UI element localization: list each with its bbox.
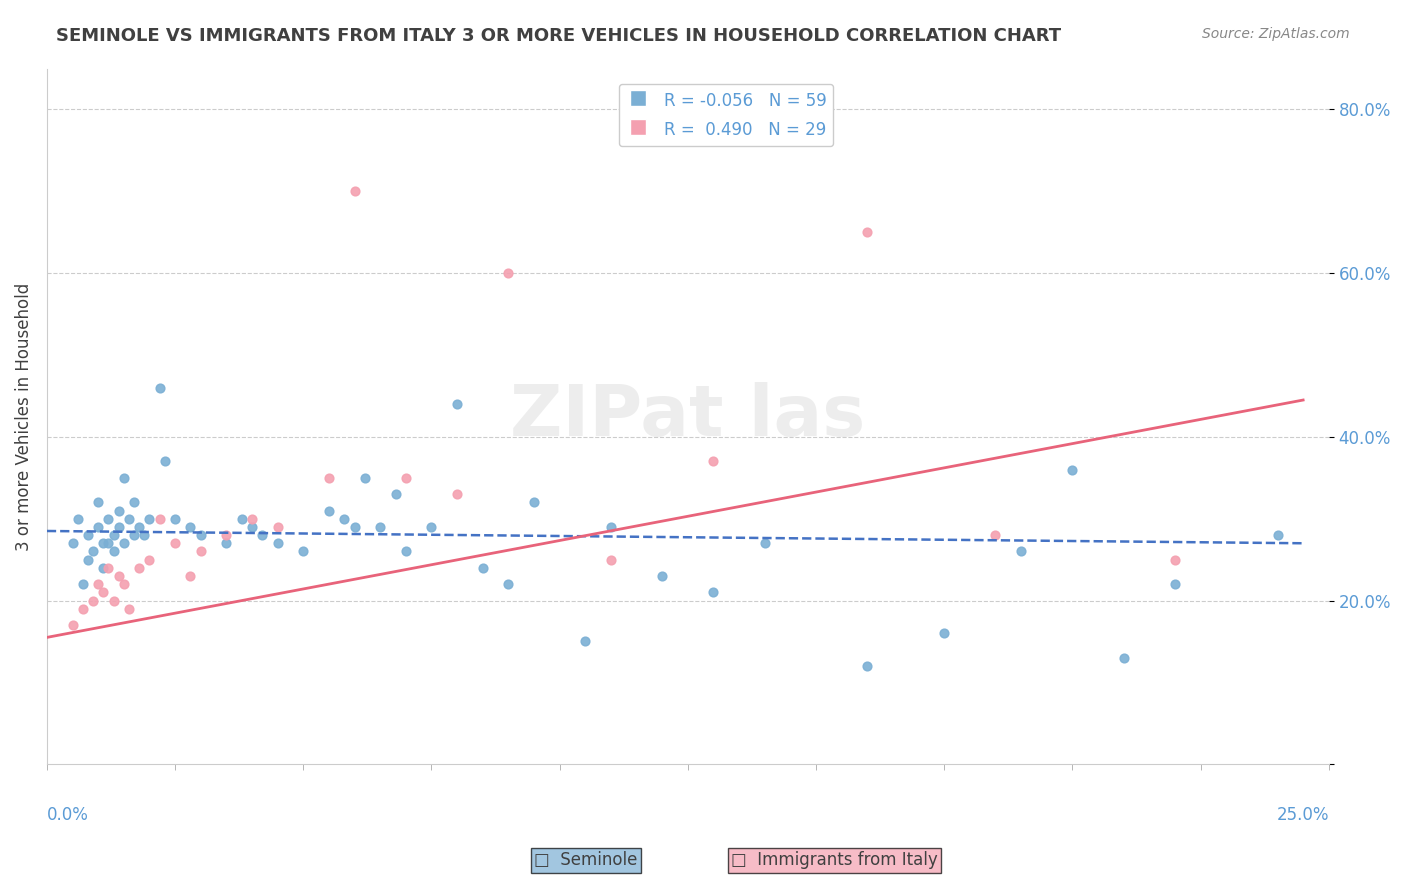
Point: [266, 536, 288, 550]
Point: [107, 520, 129, 534]
Point: [118, 512, 141, 526]
Point: [149, 512, 172, 526]
Point: [72, 601, 94, 615]
Point: [231, 512, 253, 526]
Point: [446, 487, 468, 501]
Point: [179, 569, 201, 583]
Point: [1062, 462, 1084, 476]
Point: [292, 544, 315, 558]
Point: [1112, 651, 1135, 665]
Point: [97, 536, 120, 550]
Point: [984, 528, 1007, 542]
Point: [138, 512, 160, 526]
Point: [353, 471, 375, 485]
Point: [523, 495, 546, 509]
Point: [134, 528, 156, 542]
Point: [498, 266, 520, 280]
Point: [138, 552, 160, 566]
Point: [395, 544, 418, 558]
Point: [240, 512, 263, 526]
Legend: R = -0.056   N = 59, R =  0.490   N = 29: R = -0.056 N = 59, R = 0.490 N = 29: [619, 84, 834, 146]
Point: [97, 561, 120, 575]
Text: □  Seminole: □ Seminole: [534, 851, 638, 869]
Point: [333, 512, 356, 526]
Point: [318, 503, 340, 517]
Point: [1010, 544, 1032, 558]
Text: Source: ZipAtlas.com: Source: ZipAtlas.com: [1202, 27, 1350, 41]
Text: ZIPat las: ZIPat las: [510, 382, 866, 450]
Point: [149, 381, 172, 395]
Point: [420, 520, 443, 534]
Point: [343, 184, 366, 198]
Point: [190, 544, 212, 558]
Point: [103, 544, 125, 558]
Point: [702, 585, 724, 599]
Point: [600, 552, 623, 566]
Point: [66, 512, 89, 526]
Point: [112, 471, 135, 485]
Point: [91, 536, 114, 550]
Point: [856, 225, 879, 239]
Point: [112, 536, 135, 550]
Point: [62, 618, 84, 632]
Point: [122, 495, 145, 509]
Point: [107, 569, 129, 583]
Point: [179, 520, 201, 534]
Point: [384, 487, 406, 501]
Point: [498, 577, 520, 591]
Point: [82, 544, 104, 558]
Point: [72, 577, 94, 591]
Point: [112, 577, 135, 591]
Point: [215, 528, 238, 542]
Point: [77, 528, 100, 542]
Point: [754, 536, 776, 550]
Point: [343, 520, 366, 534]
Point: [318, 471, 340, 485]
Point: [128, 561, 150, 575]
Point: [153, 454, 176, 468]
Point: [87, 577, 110, 591]
Point: [368, 520, 391, 534]
Point: [103, 593, 125, 607]
Point: [190, 528, 212, 542]
Point: [215, 536, 238, 550]
Point: [266, 520, 288, 534]
Point: [702, 454, 724, 468]
Point: [91, 561, 114, 575]
Point: [122, 528, 145, 542]
Text: □  Immigrants from Italy: □ Immigrants from Italy: [731, 851, 938, 869]
Point: [600, 520, 623, 534]
Point: [252, 528, 274, 542]
Point: [574, 634, 596, 648]
Point: [1164, 552, 1187, 566]
Point: [118, 601, 141, 615]
Point: [395, 471, 418, 485]
Point: [103, 528, 125, 542]
Point: [62, 536, 84, 550]
Point: [1267, 528, 1289, 542]
Point: [128, 520, 150, 534]
Point: [91, 585, 114, 599]
Point: [107, 503, 129, 517]
Point: [934, 626, 956, 640]
Point: [240, 520, 263, 534]
Point: [87, 495, 110, 509]
Point: [651, 569, 673, 583]
Point: [471, 561, 494, 575]
Point: [97, 512, 120, 526]
Point: [446, 397, 468, 411]
Point: [82, 593, 104, 607]
Point: [165, 512, 187, 526]
Text: 0.0%: 0.0%: [46, 806, 89, 824]
Point: [165, 536, 187, 550]
Point: [87, 520, 110, 534]
Point: [77, 552, 100, 566]
Text: 25.0%: 25.0%: [1277, 806, 1329, 824]
Y-axis label: 3 or more Vehicles in Household: 3 or more Vehicles in Household: [15, 282, 32, 550]
Text: SEMINOLE VS IMMIGRANTS FROM ITALY 3 OR MORE VEHICLES IN HOUSEHOLD CORRELATION CH: SEMINOLE VS IMMIGRANTS FROM ITALY 3 OR M…: [56, 27, 1062, 45]
Point: [856, 659, 879, 673]
Point: [1164, 577, 1187, 591]
